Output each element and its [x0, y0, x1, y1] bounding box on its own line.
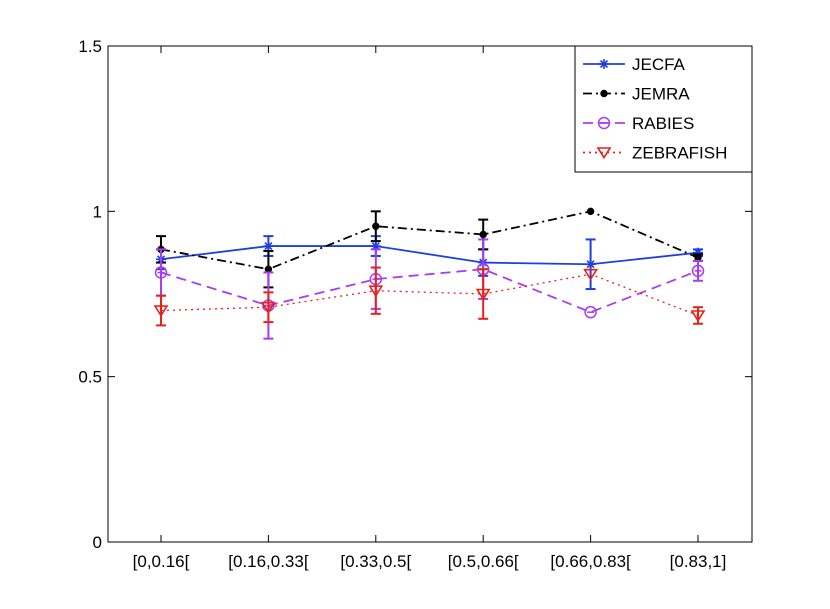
triangle-marker — [368, 285, 384, 298]
y-tick-label: 1 — [93, 202, 102, 221]
dot-marker — [264, 265, 273, 273]
x-tick-label: [0.83,1] — [670, 552, 727, 571]
circle-marker — [154, 266, 168, 279]
triangle-marker — [583, 268, 599, 281]
triangle-marker — [153, 305, 169, 318]
triangle-marker — [260, 301, 276, 314]
legend-label: JEMRA — [632, 85, 690, 104]
y-tick-label: 1.5 — [78, 37, 102, 56]
series-line — [160, 268, 699, 314]
x-tick-label: [0.5,0.66[ — [448, 552, 519, 571]
dot-marker — [600, 89, 608, 98]
dot-marker — [586, 207, 595, 216]
legend-item: RABIES — [583, 114, 694, 133]
x-tick-label: [0.33,0.5[ — [340, 552, 411, 571]
circle-marker — [691, 264, 705, 278]
y-axis-labels: 0 0.5 1 1.5 — [78, 37, 102, 552]
series-zebrafish — [153, 266, 706, 327]
legend-item: ZEBRAFISH — [583, 144, 727, 163]
legend: JECFA JEMRA RABIES ZEBRAFISH — [574, 45, 753, 173]
triangle-marker — [596, 147, 612, 160]
circle-marker — [584, 305, 597, 319]
series-line — [160, 273, 699, 317]
legend-label: ZEBRAFISH — [632, 144, 727, 163]
series-layer — [153, 207, 706, 340]
asterisk-marker — [599, 59, 609, 69]
legend-label: RABIES — [632, 114, 694, 133]
triangle-marker — [475, 288, 491, 301]
triangle-marker — [690, 310, 706, 323]
y-tick-label: 0.5 — [78, 368, 102, 387]
x-tick-label: [0.16,0.33[ — [228, 552, 309, 571]
series-line — [160, 210, 699, 271]
dot-marker — [479, 230, 487, 239]
dot-marker — [694, 253, 702, 262]
series-line — [160, 245, 699, 266]
dot-marker — [372, 222, 380, 230]
legend-item: JEMRA — [583, 85, 690, 104]
circle-marker — [597, 116, 611, 130]
asterisk-marker — [263, 241, 274, 252]
legend-label: JECFA — [632, 55, 686, 74]
legend-item: JECFA — [583, 55, 686, 74]
x-axis-labels: [0,0.16[ [0.16,0.33[ [0.33,0.5[ [0.5,0.66[ [… — [133, 552, 727, 571]
error-bar — [370, 266, 381, 315]
error-bar — [156, 294, 166, 327]
x-tick-label: [0,0.16[ — [133, 552, 190, 571]
asterisk-marker — [585, 259, 596, 270]
error-bar — [478, 268, 489, 320]
series-jemra — [156, 207, 703, 289]
error-bar — [263, 291, 274, 324]
x-tick-label: [0.66,0.83[ — [550, 552, 631, 571]
y-tick-label: 0 — [93, 533, 102, 552]
